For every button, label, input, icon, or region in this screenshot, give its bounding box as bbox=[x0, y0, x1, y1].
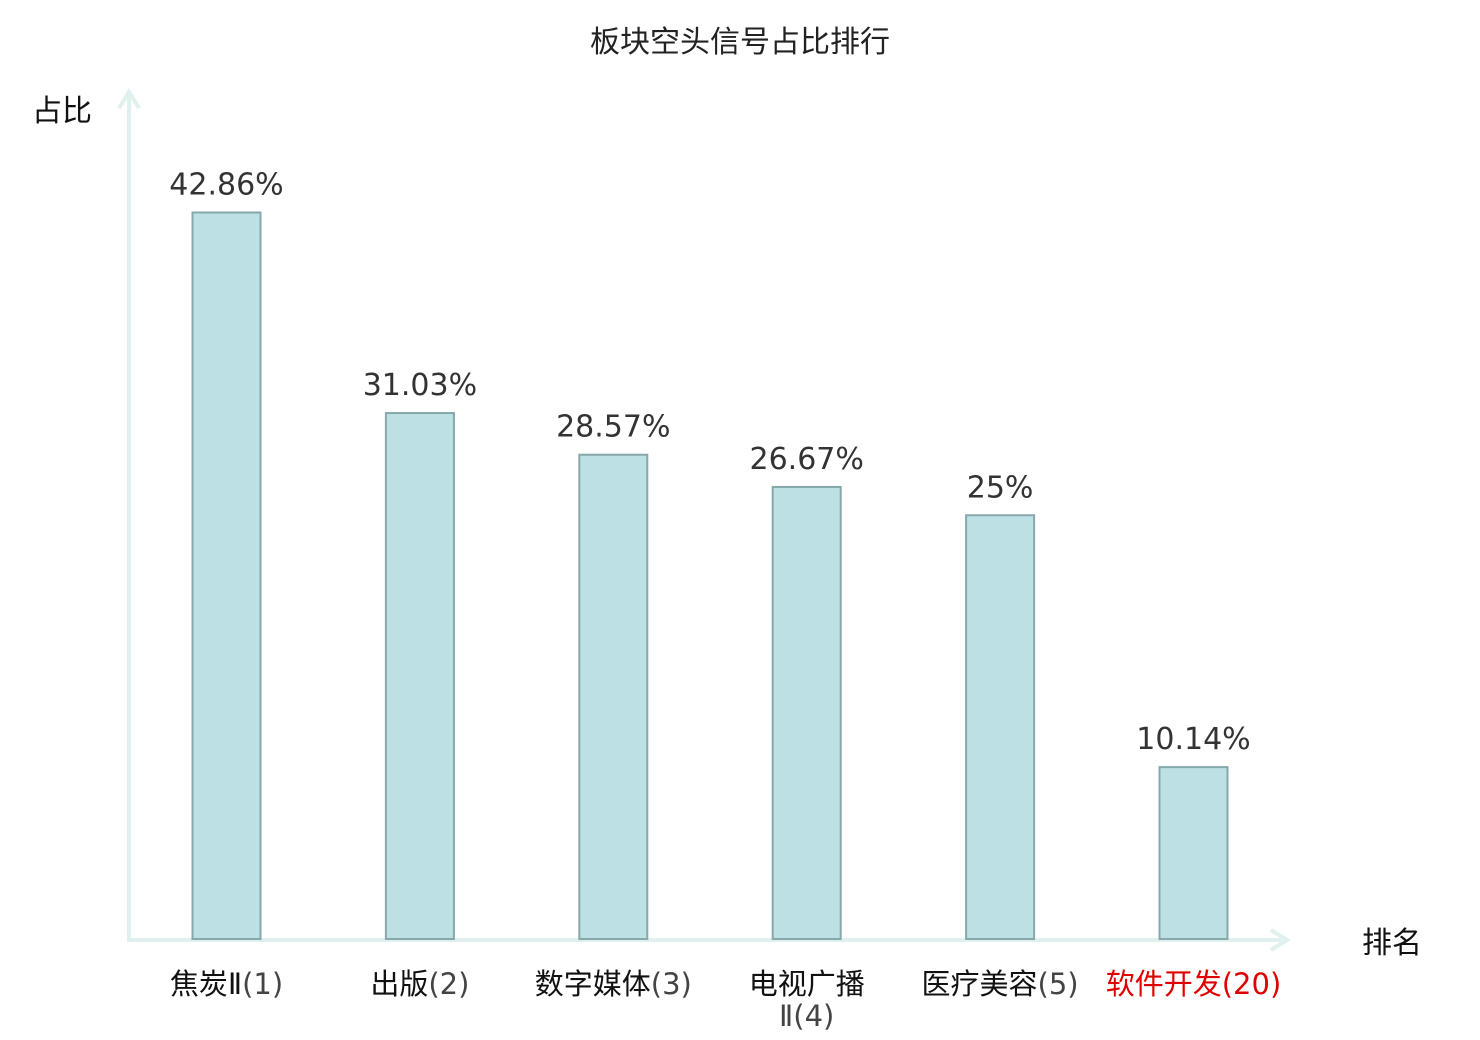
bar bbox=[384, 412, 455, 940]
category-rank: (1) bbox=[242, 967, 283, 1001]
x-axis-label: 排名 bbox=[1362, 926, 1422, 961]
chart-title: 板块空头信号占比排行 bbox=[590, 25, 890, 60]
category-name: 数字媒体 bbox=[535, 967, 651, 1001]
category-label: 医疗美容(5) bbox=[922, 967, 1079, 1001]
axes bbox=[117, 88, 1291, 952]
category-label: 软件开发(20) bbox=[1106, 967, 1282, 1001]
category-name: 电视广播 bbox=[749, 967, 865, 1001]
category-label: 出版(2) bbox=[370, 967, 469, 1001]
category-text: 数字媒体(3) bbox=[535, 967, 692, 1001]
bar bbox=[578, 453, 649, 940]
value-label: 10.14% bbox=[1136, 722, 1250, 757]
category-text: 医疗美容(5) bbox=[922, 967, 1079, 1001]
category-name: 软件开发 bbox=[1106, 967, 1222, 1001]
bar bbox=[1158, 766, 1229, 941]
category-text: 焦炭Ⅱ(1) bbox=[170, 967, 283, 1001]
category-rank: Ⅱ(4) bbox=[779, 999, 834, 1033]
category-name: 医疗美容 bbox=[922, 967, 1038, 1001]
value-label: 31.03% bbox=[363, 368, 477, 403]
value-label: 42.86% bbox=[169, 168, 283, 203]
category-text: 出版(2) bbox=[370, 967, 469, 1001]
category-text: 软件开发(20) bbox=[1106, 967, 1282, 1001]
y-axis-arrow-icon bbox=[117, 88, 141, 110]
category-rank: (3) bbox=[651, 967, 692, 1001]
category-rank: (20) bbox=[1222, 967, 1282, 1001]
x-axis-arrow-icon bbox=[1269, 928, 1291, 952]
category-name: 焦炭Ⅱ bbox=[170, 967, 242, 1001]
bar bbox=[191, 211, 262, 940]
category-label: 数字媒体(3) bbox=[535, 967, 692, 1001]
value-label-group: 42.86% 31.03% 28.57% 26.67% 25% 10.14% bbox=[169, 168, 1250, 758]
value-label: 28.57% bbox=[556, 410, 670, 445]
value-label: 25% bbox=[967, 470, 1034, 505]
bar bbox=[771, 485, 842, 940]
y-axis-label: 占比 bbox=[32, 94, 92, 129]
category-name: 出版 bbox=[370, 967, 428, 1001]
bar bbox=[965, 514, 1036, 940]
category-rank: (2) bbox=[428, 967, 469, 1001]
category-rank: (5) bbox=[1038, 967, 1079, 1001]
bar-group bbox=[191, 211, 1229, 941]
value-label: 26.67% bbox=[750, 442, 864, 477]
category-label: 焦炭Ⅱ(1) bbox=[170, 967, 283, 1001]
